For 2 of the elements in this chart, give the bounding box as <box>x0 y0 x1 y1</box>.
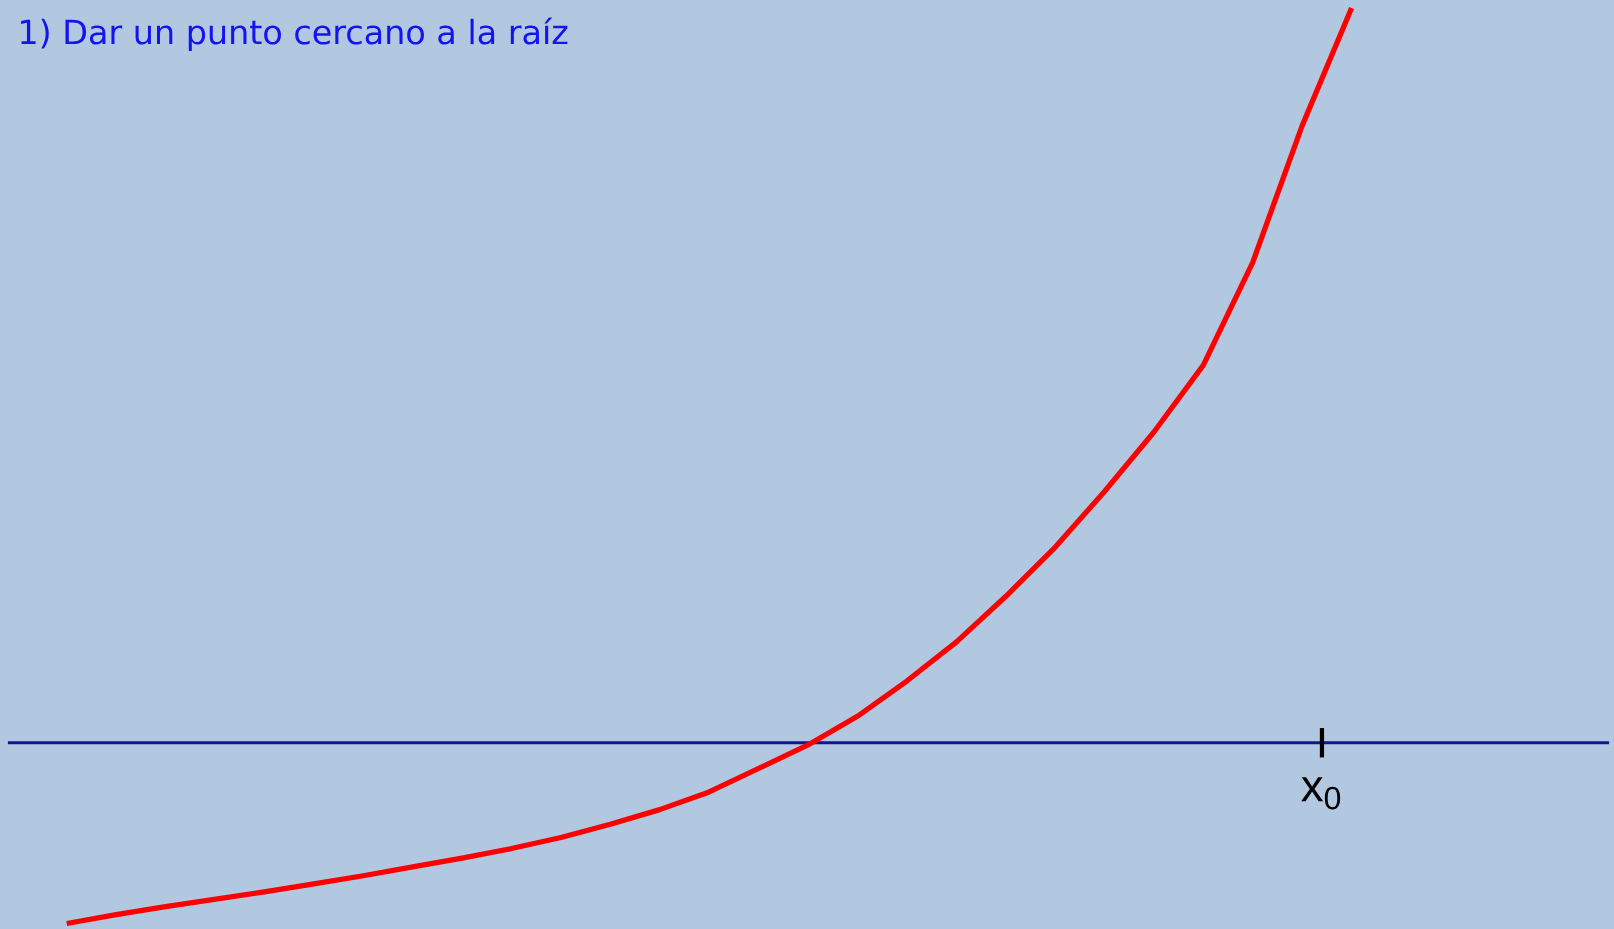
chart-title: 1) Dar un punto cercano a la raíz <box>21 17 568 52</box>
annotation: x$_{0}$ <box>1301 777 1341 810</box>
